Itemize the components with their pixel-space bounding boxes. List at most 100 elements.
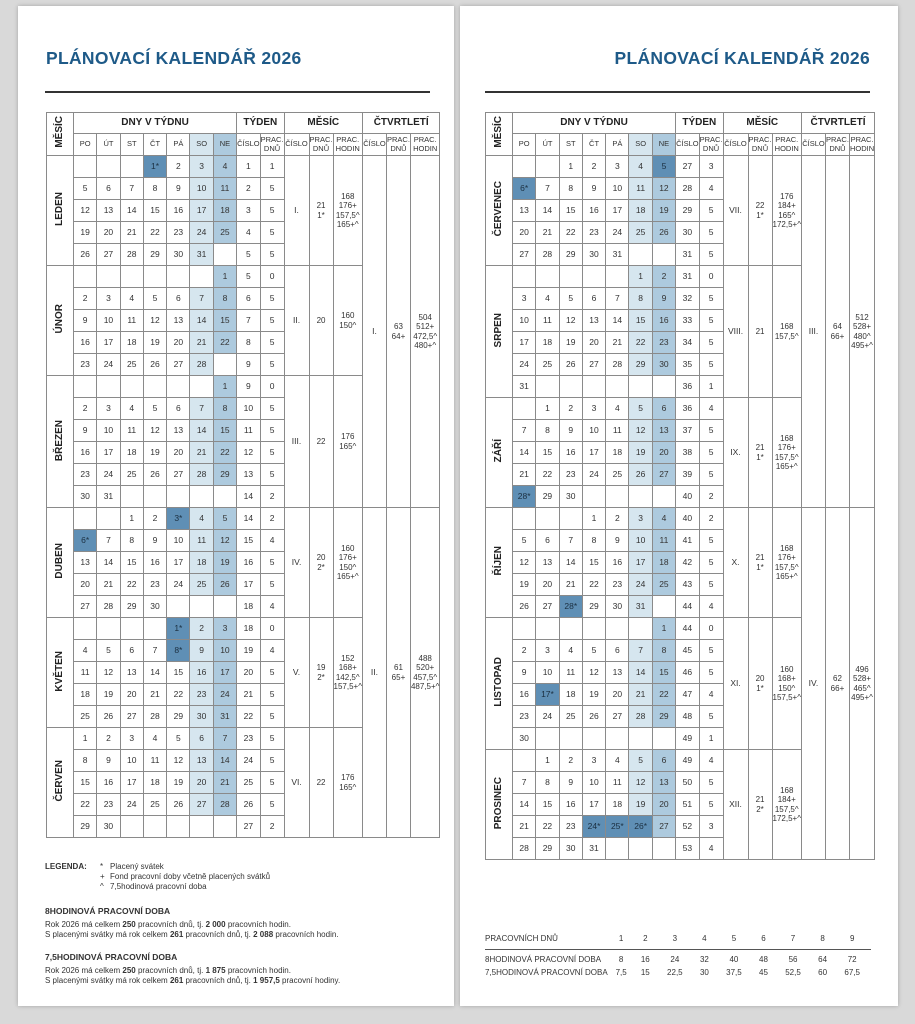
month-name: BŘEZEN xyxy=(54,419,66,461)
day-cell: 29 xyxy=(558,243,583,266)
month-work-hours: 160 150^ xyxy=(332,265,363,376)
week-row: 13 14 15 16 17 18 19 16 5 xyxy=(47,551,440,574)
day-cell: 19 xyxy=(142,441,168,464)
column-header-work-days: PRAC. DNŮ xyxy=(385,133,411,156)
day-cell: 2 xyxy=(558,397,583,420)
day-cell: 25 xyxy=(558,705,583,728)
empty-day-cell xyxy=(558,375,583,398)
week-number: 1 xyxy=(236,155,261,178)
holiday-day-cell: 28* xyxy=(558,595,583,618)
month-work-hours-value: 160 xyxy=(780,665,794,675)
day-cell: 4 xyxy=(651,507,677,530)
week-work-days: 2 xyxy=(698,507,724,530)
month-work-hours: 168 184+ 157,5^ 172,5+^ xyxy=(771,749,802,860)
month-work-hours: 168 157,5^ xyxy=(771,265,802,398)
day-cell: 22 xyxy=(535,463,560,486)
week-number: 3 xyxy=(236,199,261,222)
month-name-cell: SRPEN xyxy=(485,265,513,398)
day-cell: 25 xyxy=(535,353,560,376)
month-work-days-value: 22 xyxy=(316,436,326,446)
hours-conversion-table: PRACOVNÍCH DNŮ 1 2 3 4 5 6 7 8 9 8HODINOVÁ PRACOVN… xyxy=(485,932,871,979)
day-cell: 10 xyxy=(96,309,121,332)
day-cell: 5 xyxy=(166,727,191,750)
day-cell: 9 xyxy=(558,771,583,794)
month-name: ČERVEN xyxy=(54,760,66,802)
month-number: I. xyxy=(283,155,310,266)
day-cell: 16 xyxy=(72,441,98,464)
day-cell: 16 xyxy=(72,331,98,354)
day-cell: 23 xyxy=(558,815,583,838)
month-name: LEDEN xyxy=(54,192,66,227)
week-row: 4 5 6 7 8* 9 10 19 4 xyxy=(47,639,440,662)
day-cell: 22 xyxy=(558,221,583,244)
month-work-hours-value: 176 xyxy=(341,773,355,783)
holiday-day-cell: 1* xyxy=(166,617,191,640)
day-cell: 1 xyxy=(651,617,677,640)
empty-day-cell xyxy=(212,815,238,838)
day-cell: 16 xyxy=(605,551,630,574)
month-number: III. xyxy=(283,375,310,508)
month-number: XI. xyxy=(722,617,749,750)
week-row: 12 13 14 15 16 17 18 3 5 xyxy=(47,199,440,222)
day-cell: 10 xyxy=(212,639,238,662)
week-number: 5 xyxy=(236,265,261,288)
summary-text: pracovních hodin. xyxy=(225,919,291,929)
week-row: 15 16 17 18 19 20 21 25 5 xyxy=(47,771,440,794)
day-cell: 23 xyxy=(511,705,537,728)
quarter-work-hours-value: 480+^ xyxy=(414,340,437,350)
month-name: ČERVENEC xyxy=(493,181,505,237)
day-cell: 1 xyxy=(628,265,653,288)
month-work-days-value: 1* xyxy=(756,210,764,220)
day-cell: 8 xyxy=(628,287,653,310)
month-work-hours-value: 172,5+^ xyxy=(772,813,801,823)
week-number: 4 xyxy=(236,221,261,244)
month-number: VI. xyxy=(283,727,310,838)
week-row: 7 8 9 10 11 12 13 50 5 xyxy=(486,771,875,794)
weekday-header: NE xyxy=(651,133,677,156)
empty-day-cell xyxy=(96,155,121,178)
month-name-cell: PROSINEC xyxy=(485,749,513,860)
day-cell: 15 xyxy=(535,793,560,816)
day-cell: 4 xyxy=(142,727,168,750)
week-number: 6 xyxy=(236,287,261,310)
week-row: 23 24 25 26 27 28 9 5 xyxy=(47,353,440,376)
day-cell: 3 xyxy=(96,287,121,310)
day-cell: 24 xyxy=(212,683,238,706)
empty-day-cell xyxy=(189,595,214,618)
empty-day-cell xyxy=(72,265,98,288)
day-cell: 15 xyxy=(535,441,560,464)
weekday-header: NE xyxy=(212,133,238,156)
day-cell: 5 xyxy=(72,177,98,200)
month-number: VII. xyxy=(722,155,749,266)
empty-day-cell xyxy=(535,375,560,398)
day-cell: 16 xyxy=(166,199,191,222)
day-cell: 14 xyxy=(511,441,537,464)
legend-symbol: ^ xyxy=(100,882,104,891)
day-cell: 4 xyxy=(605,749,630,772)
week-row: LEDEN 1* 2 3 4 1 1 I. 21 1* 168 176+ 157,5^ 165+^ I. 63… xyxy=(46,155,441,508)
day-cell: 27 xyxy=(189,793,214,816)
week-row: 29 30 27 2 xyxy=(47,815,440,838)
day-cell: 25 xyxy=(119,353,144,376)
month-column-label: MĚSÍC xyxy=(493,116,505,149)
empty-day-cell xyxy=(558,727,583,750)
empty-day-cell xyxy=(189,265,214,288)
day-cell: 10 xyxy=(189,177,214,200)
day-cell: 14 xyxy=(605,309,630,332)
month-work-days-value: 1* xyxy=(317,210,325,220)
week-number: 7 xyxy=(236,309,261,332)
empty-day-cell xyxy=(72,375,98,398)
week-row: 5 6 7 8 9 10 11 2 5 xyxy=(47,177,440,200)
weekday-header: ST xyxy=(119,133,144,156)
day-cell: 13 xyxy=(535,551,560,574)
month-work-days-value: 1* xyxy=(756,683,764,693)
legend-text: 7,5hodinová pracovní doba xyxy=(110,882,207,891)
summary-value: 261 xyxy=(169,976,184,985)
day-cell: 3 xyxy=(535,639,560,662)
day-cell: 5 xyxy=(511,529,537,552)
day-cell: 25 xyxy=(72,705,98,728)
week-number: 13 xyxy=(236,463,261,486)
month-work-hours: 176 184+ 165^ 172,5+^ xyxy=(771,155,802,266)
day-cell: 27 xyxy=(72,595,98,618)
month-work-hours: 168 176+ 157,5^ 165+^ xyxy=(771,507,802,618)
